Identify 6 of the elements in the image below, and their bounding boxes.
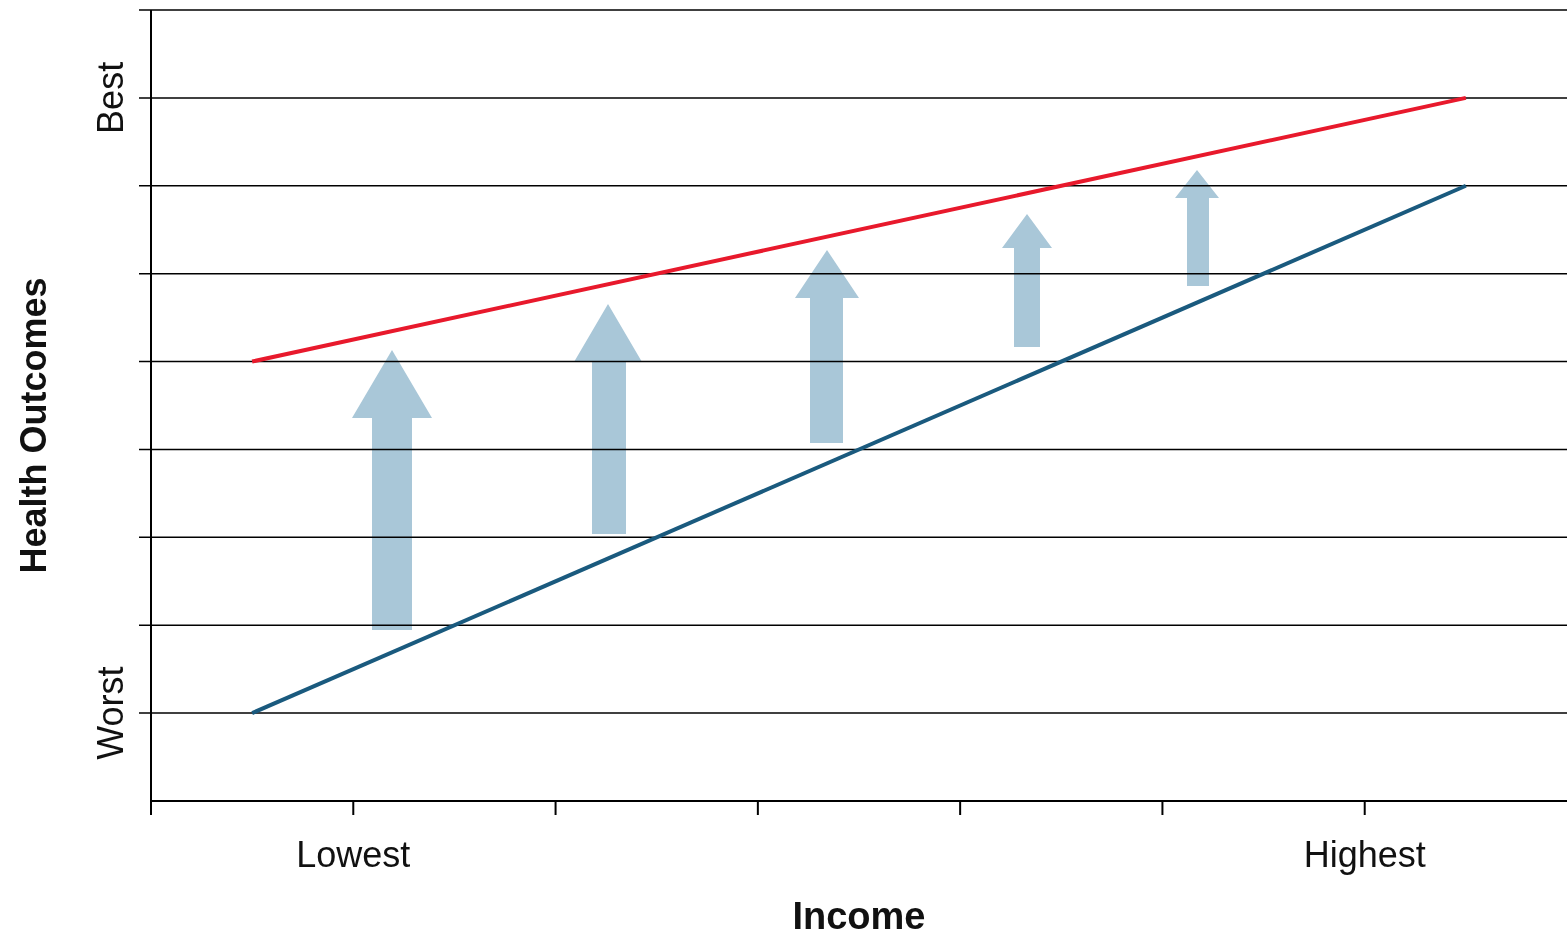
ref-line-label: Best: [90, 61, 131, 134]
y-axis-title: Health Outcomes: [13, 277, 54, 574]
ref-line-label: Worst: [90, 666, 131, 760]
text: Lowest: [296, 834, 411, 875]
x-axis-title: Income: [792, 895, 926, 937]
text: Highest: [1303, 834, 1426, 875]
